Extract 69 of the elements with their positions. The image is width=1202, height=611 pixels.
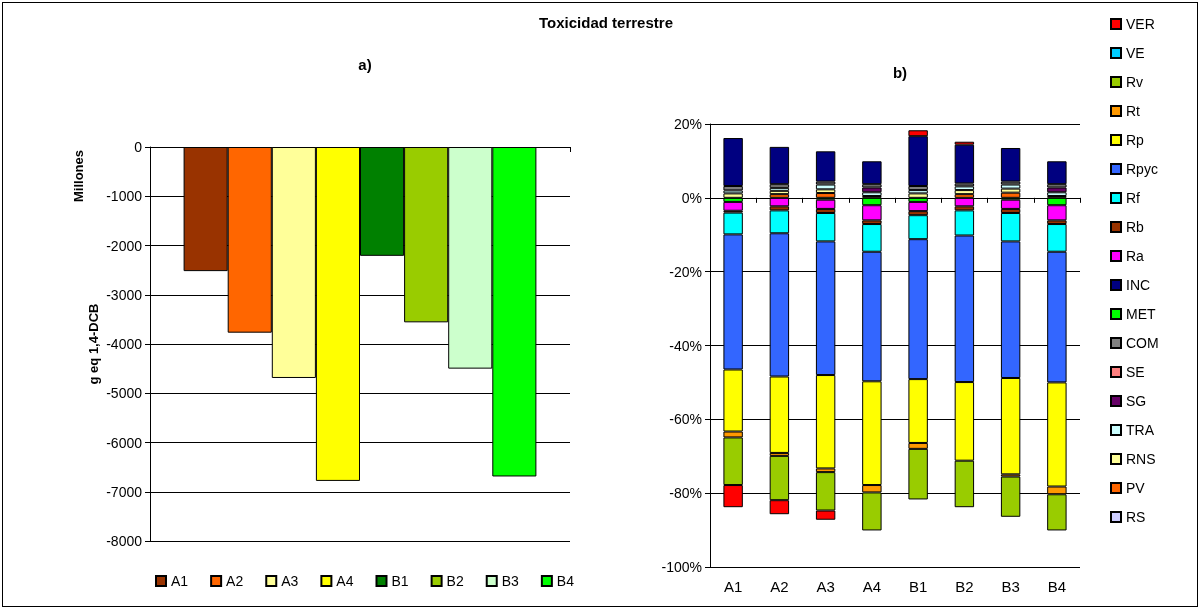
bar [1047,161,1067,185]
y-tick-label: -60% [669,411,702,428]
text: Toxicidad terrestre [539,14,673,31]
y-tick-label: -20% [669,263,702,280]
legend-label: MET [1126,306,1156,322]
y-tick-label: -4000 [106,336,143,352]
bar [1000,192,1021,198]
legend-label: TRA [1126,422,1155,438]
bar [1000,184,1021,189]
text: Millones [71,149,86,203]
legend-label: COM [1126,335,1159,351]
legend-label: Rv [1126,74,1144,90]
bar [815,199,836,209]
legend-label: VE [1126,45,1145,61]
y-tick-label: -100% [661,559,702,575]
y-tick-label: -5000 [106,385,143,402]
legend-label: SE [1126,364,1145,380]
bar [815,193,836,198]
legend-label: RS [1126,509,1146,525]
legend-label: Ra [1126,248,1145,264]
legend-label: INC [1126,277,1151,293]
bar [908,193,928,198]
legend-label: Rp [1126,132,1145,148]
y-tick-label: -2000 [106,237,143,254]
bar [815,189,836,194]
bar [954,197,975,207]
x-tick-label: A1 [723,578,743,595]
x-tick-label: B3 [1001,578,1020,595]
bar [954,190,975,195]
chart-title: b) [892,64,908,81]
x-tick-label: B2 [955,578,974,595]
y-axis-title: g eq 1,4-DCB [86,303,101,385]
y-tick-label: -1000 [106,188,143,205]
y-tick-label: -7000 [106,483,143,500]
y-tick-label: -40% [669,337,702,354]
bar [862,161,882,185]
legend-label: SG [1126,393,1147,409]
bar [1047,192,1067,196]
x-tick-label: B4 [1047,578,1067,595]
x-tick-label: A2 [770,578,789,595]
y-tick-label: 20% [673,116,702,132]
x-tick-label: B1 [908,578,928,595]
y-tick-label: -6000 [106,434,143,451]
bar [954,144,975,184]
y-tick-label: -80% [669,485,702,502]
bar [723,138,743,187]
bar [908,190,928,194]
bar [1000,148,1021,182]
bar [769,197,790,207]
bar [723,193,743,198]
legend-label: PV [1126,480,1146,496]
y-tick-label: 0 [134,139,143,155]
bar [815,151,836,182]
legend-label: RNS [1126,451,1156,467]
y-tick-label: 0% [681,189,702,206]
legend-label: Rb [1126,219,1145,235]
legend-label: Rt [1126,103,1141,119]
bar [908,201,928,212]
x-tick-label: A3 [816,578,835,595]
bar [862,192,882,196]
bar [769,146,790,185]
y-tick-label: -3000 [106,286,143,303]
legend-label: Rf [1126,190,1141,206]
legend-label: VER [1126,16,1155,32]
x-tick-label: A4 [862,578,882,595]
y-tick-label: -8000 [106,533,143,549]
bar [1000,199,1021,209]
legend-label: Rpyc [1126,161,1158,177]
chart-subtitle: a) [358,56,372,73]
